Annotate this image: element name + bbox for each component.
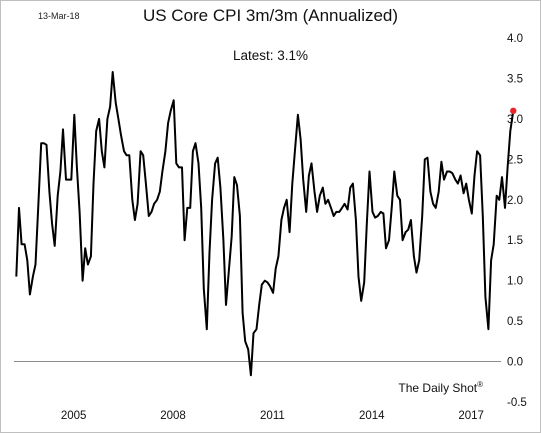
x-tick-label: 2011 [260, 410, 285, 422]
x-tick-label: 2017 [458, 410, 484, 422]
chart-plot [15, 71, 517, 377]
chart-source-name: The Daily Shot [398, 381, 478, 395]
y-tick-label: 2.0 [507, 195, 523, 207]
chart-axes: 4.0 3.5 3.0 2.5 2.0 1.5 1.0 0.5 0.0 -0.5 2005 2008 2… [14, 33, 527, 422]
chart-subtitle: Latest: 3.1% [232, 48, 309, 63]
x-tick-label: 2008 [160, 410, 186, 422]
y-tick-label: 0.0 [507, 357, 523, 369]
chart-source-mark: ® [477, 380, 483, 389]
y-tick-label: -0.5 [507, 397, 527, 409]
y-tick-label: 1.5 [507, 235, 523, 247]
y-tick-label: 4.0 [507, 33, 523, 45]
y-tick-label: 3.5 [507, 73, 523, 85]
series-line [15, 71, 515, 377]
y-tick-label: 3.0 [507, 114, 523, 126]
chart-source: The Daily Shot® [398, 380, 483, 395]
y-tick-label: 1.0 [507, 276, 523, 288]
latest-point-marker [510, 107, 517, 115]
y-tick-label: 2.5 [507, 154, 523, 166]
chart-title: US Core CPI 3m/3m (Annualized) [142, 6, 399, 25]
y-tick-label: 0.5 [507, 316, 523, 328]
chart-date-stamp: 13-Mar-18 [38, 11, 80, 21]
x-tick-label: 2014 [359, 410, 385, 422]
x-tick-label: 2005 [61, 410, 87, 422]
